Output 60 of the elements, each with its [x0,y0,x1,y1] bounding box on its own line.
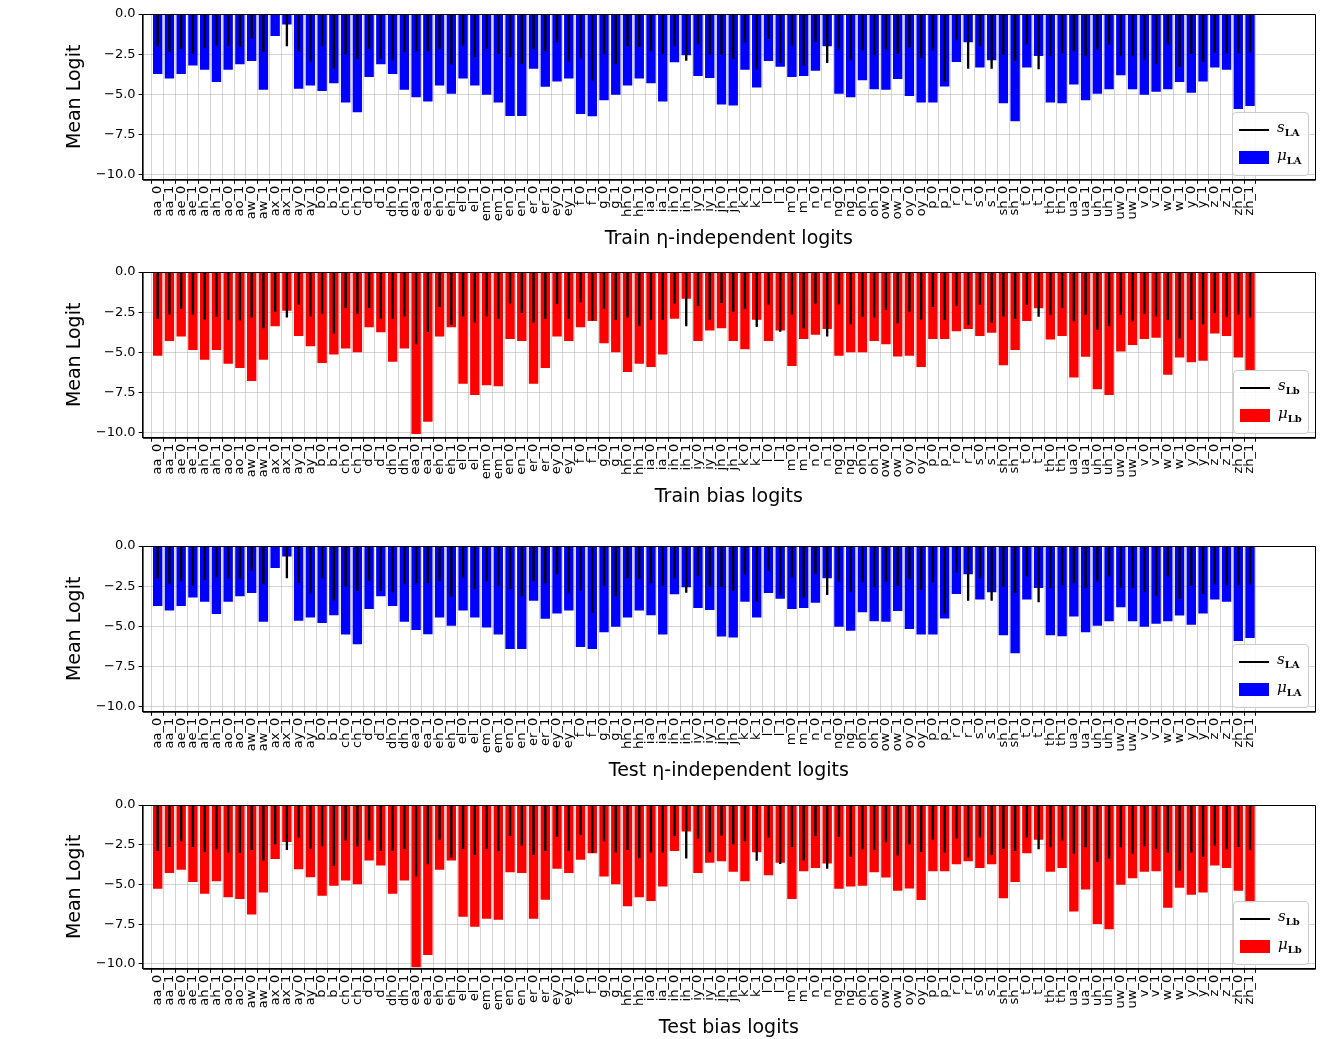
legend-label: μ$_{Lb}$ [1278,402,1302,426]
y-tick-label: −7.5 [104,384,136,400]
x-tick-label: en_0 [501,974,517,1006]
x-tick-label: en_0 [501,443,517,475]
y-tick-label: 0.0 [114,796,136,812]
x-tick-label: ao_1 [231,443,247,475]
y-tick-label: −2.5 [104,45,136,61]
y-axis-title: Mean Logit [62,834,85,940]
x-tick-label: en_0 [501,185,517,217]
y-tick-label: −5.0 [104,875,136,891]
x-axis-title: Test bias logits [657,1014,799,1037]
y-tick-label: −5.0 [104,85,136,101]
x-tick-label: f_1 [583,185,599,206]
y-tick-label: −10.0 [95,698,136,714]
x-axis-title: Test η-independent logits [607,757,849,780]
y-tick-label: −5.0 [104,617,136,633]
legend-label: μ$_{LA}$ [1277,144,1302,168]
y-axis-title: Mean Logit [62,302,85,408]
x-tick-label: ax_1 [278,185,294,217]
y-tick-label: −5.0 [104,343,136,359]
x-tick-label: ax_1 [278,443,294,475]
x-tick-label: ax_1 [278,717,294,749]
x-tick-label: f_1 [583,717,599,738]
y-axis-title: Mean Logit [62,44,85,150]
legend-label: s$_{LA}$ [1277,116,1300,140]
x-tick-label: v_1 [1147,974,1163,998]
x-tick-label: ao_1 [231,185,247,217]
y-tick-label: −10.0 [95,955,136,971]
y-tick-label: −2.5 [104,577,136,593]
x-tick-label: ax_1 [278,974,294,1006]
x-tick-label: v_1 [1147,185,1163,209]
y-tick-label: −2.5 [104,303,136,319]
legend-label: s$_{Lb}$ [1278,905,1300,929]
x-tick-label: v_1 [1147,717,1163,741]
y-tick-label: −7.5 [104,126,136,142]
x-tick-label: ao_1 [231,717,247,749]
x-tick-label: ao_1 [231,974,247,1006]
legend-label: μ$_{Lb}$ [1278,933,1302,957]
legend-label: s$_{Lb}$ [1278,374,1300,398]
x-tick-label: en_0 [501,717,517,749]
y-tick-label: −10.0 [95,424,136,440]
x-tick-label: ey_0 [548,443,564,475]
y-tick-label: −2.5 [104,836,136,852]
x-tick-label: ey_0 [548,185,564,217]
x-tick-label: ey_0 [548,717,564,749]
legend-label: μ$_{LA}$ [1277,676,1302,700]
y-tick-label: 0.0 [114,5,136,21]
y-tick-label: 0.0 [114,263,136,279]
x-tick-label: v_1 [1147,443,1163,467]
x-axis-title: Train η-independent logits [603,225,853,248]
x-axis-title: Train bias logits [653,483,803,506]
y-tick-label: −7.5 [104,915,136,931]
y-tick-label: −10.0 [95,166,136,182]
y-tick-label: −7.5 [104,658,136,674]
x-tick-label: f_1 [583,443,599,464]
y-tick-label: 0.0 [114,537,136,553]
x-tick-label: f_1 [583,974,599,995]
legend-label: s$_{LA}$ [1277,648,1300,672]
x-tick-label: ey_0 [548,974,564,1006]
y-axis-title: Mean Logit [62,576,85,682]
